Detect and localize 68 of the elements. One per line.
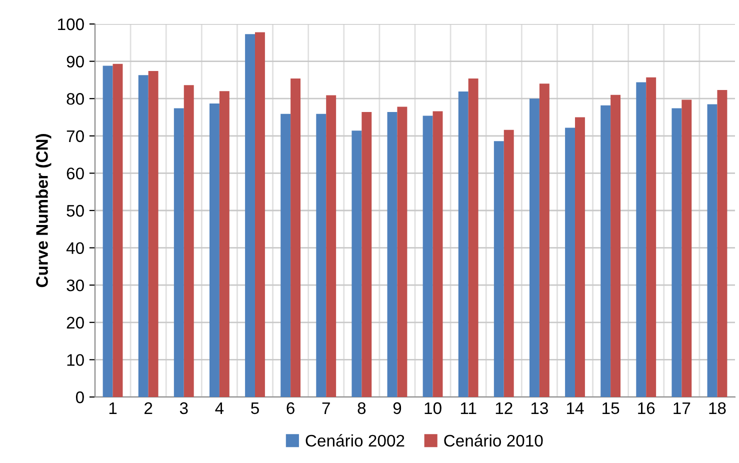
x-tick-label: 16 <box>638 402 655 414</box>
bar <box>138 75 148 397</box>
bar <box>646 77 656 397</box>
bar <box>387 112 398 397</box>
bar <box>468 78 478 397</box>
y-tick-label: 60 <box>66 168 84 180</box>
y-tick-label: 100 <box>58 18 84 30</box>
y-axis-title: Curve Number (CN) <box>36 134 52 288</box>
bar <box>219 91 230 397</box>
bar <box>636 82 646 397</box>
bar <box>707 104 718 397</box>
bar <box>352 130 362 397</box>
bar <box>245 34 255 397</box>
legend-label: Cenário 2010 <box>444 434 543 447</box>
x-tick-label: 5 <box>251 402 259 414</box>
bar <box>600 105 611 397</box>
y-tick-label: 70 <box>66 130 84 142</box>
bar <box>362 112 372 397</box>
bar <box>575 117 585 397</box>
bar <box>458 92 468 397</box>
y-tick-label: 40 <box>66 242 84 254</box>
bar <box>174 108 184 397</box>
x-tick-label: 18 <box>709 402 726 414</box>
x-tick-label: 8 <box>358 402 366 414</box>
bar <box>397 106 408 397</box>
x-tick-label: 4 <box>215 402 224 414</box>
x-tick-label: 6 <box>286 402 294 414</box>
legend-label: Cenário 2002 <box>306 434 404 447</box>
bar <box>102 66 113 397</box>
bar <box>682 100 692 397</box>
x-tick-label: 10 <box>424 402 442 414</box>
bar <box>280 114 291 397</box>
bar <box>112 64 123 397</box>
bar <box>565 128 575 397</box>
bar <box>326 95 336 397</box>
bar <box>316 114 326 397</box>
bar <box>717 90 728 397</box>
x-tick-label: 7 <box>322 402 330 414</box>
bar <box>148 71 158 397</box>
y-tick-label: 90 <box>66 56 84 68</box>
x-tick-label: 13 <box>531 402 548 414</box>
bar <box>539 84 550 397</box>
y-tick-label: 20 <box>66 316 84 329</box>
x-tick-label: 12 <box>496 402 512 414</box>
bar <box>290 78 301 397</box>
bar <box>529 98 540 397</box>
x-tick-label: 14 <box>567 402 584 414</box>
x-tick-label: 2 <box>144 402 152 414</box>
y-tick-label: 0 <box>76 391 84 404</box>
bar <box>184 85 194 397</box>
bar <box>672 108 682 397</box>
y-tick-label: 10 <box>67 354 84 366</box>
bar <box>209 103 220 397</box>
x-tick-label: 3 <box>180 402 188 414</box>
bar <box>255 32 265 397</box>
y-tick-label: 50 <box>66 204 84 217</box>
y-tick-label: 80 <box>66 93 84 105</box>
bar <box>494 141 504 397</box>
x-tick-label: 17 <box>674 402 690 414</box>
x-tick-label: 15 <box>602 402 620 414</box>
bar <box>422 116 433 397</box>
bar <box>432 111 443 397</box>
y-tick-label: 30 <box>66 280 84 292</box>
x-tick-label: 9 <box>393 402 402 414</box>
x-tick-label: 11 <box>460 402 476 414</box>
bar <box>504 130 514 397</box>
x-tick-label: 1 <box>109 402 117 414</box>
bar <box>610 94 621 397</box>
